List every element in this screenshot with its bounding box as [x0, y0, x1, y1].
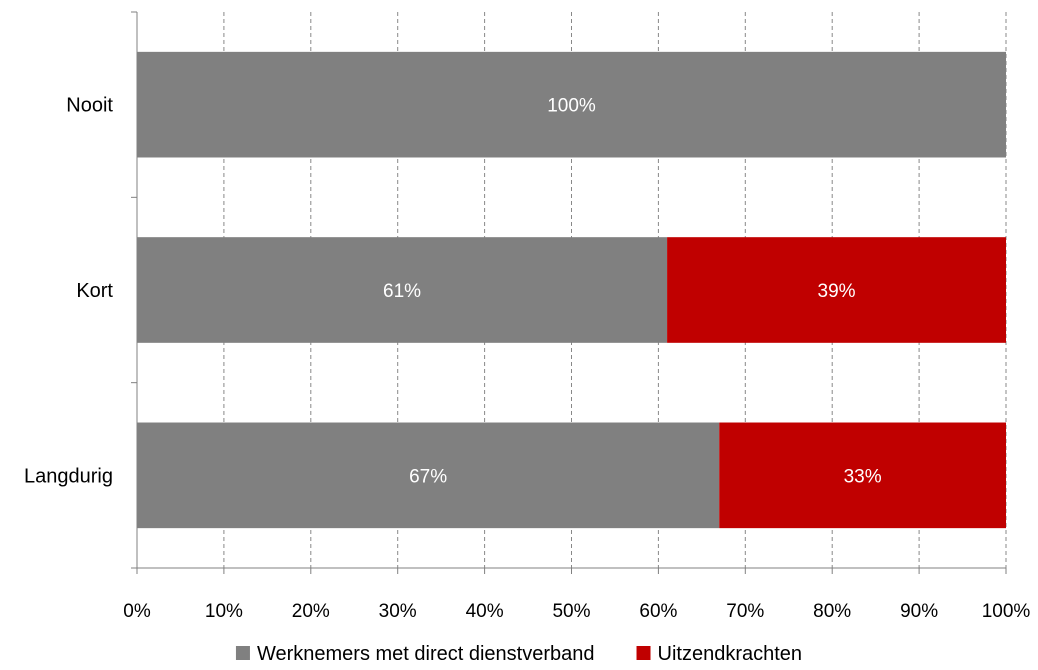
data-label: 67% — [409, 466, 447, 487]
data-label: 61% — [383, 281, 421, 302]
category-label: Nooit — [66, 95, 113, 117]
bar-segment — [137, 237, 668, 343]
x-tick-label: 90% — [900, 601, 938, 622]
bar-segment — [667, 237, 1006, 343]
x-tick-label: 20% — [292, 601, 330, 622]
x-tick-label: 60% — [639, 601, 677, 622]
x-tick-label: 40% — [466, 601, 504, 622]
x-tick-label: 30% — [379, 601, 417, 622]
bar-segment — [137, 51, 1006, 158]
x-tick-label: 10% — [205, 601, 243, 622]
data-label: 33% — [844, 466, 882, 487]
data-label: 39% — [818, 281, 856, 302]
legend: Werknemers met direct dienstverband Uitze… — [235, 643, 803, 665]
x-tick-label: 50% — [552, 601, 590, 622]
legend-swatch — [235, 646, 250, 660]
legend-label: Werknemers met direct dienstverband — [257, 643, 595, 665]
bars — [137, 51, 1006, 529]
legend-swatch — [636, 646, 651, 660]
category-label: Kort — [76, 280, 113, 302]
x-tick-label: 100% — [982, 601, 1031, 622]
x-tick-label: 0% — [123, 601, 151, 622]
bar-segment — [137, 422, 720, 529]
x-tick-label: 70% — [726, 601, 764, 622]
x-tick-label: 80% — [813, 601, 851, 622]
bar-segment — [719, 422, 1006, 529]
labels: 0% 10% 20% 30% 40% 50% 60% 70% 80% 90% 100% 100% Noo… — [24, 95, 1030, 622]
data-label: 100% — [547, 96, 596, 117]
axes — [131, 11, 1007, 574]
category-label: Langdurig — [24, 465, 113, 487]
legend-label: Uitzendkrachten — [658, 643, 803, 665]
